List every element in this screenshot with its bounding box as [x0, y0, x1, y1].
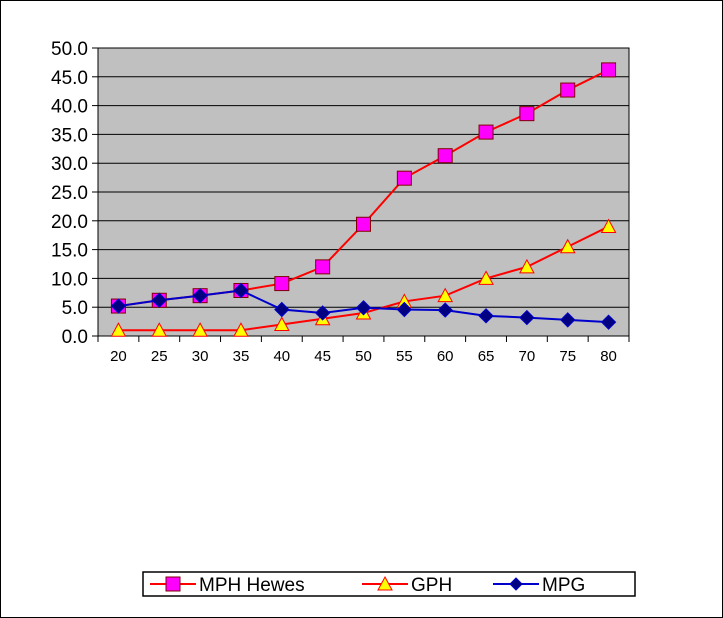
- x-tick-label: 35: [233, 348, 250, 365]
- point-mph-hewes: [519, 106, 535, 122]
- point-mpg: [233, 282, 249, 299]
- point-mpg: [519, 309, 535, 326]
- x-axis: 20 25 30 35 40 45 50 55 60 65 70 75 80: [97, 336, 630, 365]
- x-tick-label: 50: [355, 348, 372, 365]
- point-mpg: [110, 298, 127, 314]
- point-mph-hewes: [396, 170, 412, 186]
- legend-label-mpg: MPG: [542, 575, 585, 596]
- x-tick-label: 55: [396, 348, 413, 365]
- y-tick-label: 35.0: [51, 125, 88, 146]
- x-tick-label: 40: [273, 348, 290, 365]
- point-mpg: [600, 314, 617, 330]
- y-tick-label: 10.0: [51, 269, 88, 290]
- x-tick-label: 20: [110, 348, 127, 365]
- legend-label-gph: GPH: [411, 575, 452, 596]
- x-tick-label: 75: [559, 348, 576, 365]
- y-tick-label: 0.0: [62, 327, 88, 348]
- y-tick-label: 25.0: [51, 183, 88, 204]
- point-mpg: [151, 292, 167, 308]
- x-tick-label: 30: [192, 348, 209, 365]
- point-mpg: [192, 287, 208, 304]
- y-tick-label: 30.0: [51, 154, 88, 175]
- point-gph: [437, 287, 454, 303]
- point-gph: [110, 322, 127, 337]
- point-mpg: [355, 300, 372, 316]
- y-tick-label: 5.0: [62, 298, 88, 319]
- y-tick-label: 50.0: [51, 39, 88, 60]
- point-mph-hewes: [315, 259, 331, 275]
- x-tick-label: 65: [478, 348, 495, 365]
- y-tick-label: 45.0: [51, 68, 88, 89]
- y-tick-label: 15.0: [51, 241, 88, 262]
- point-mph-hewes: [560, 82, 576, 98]
- x-tick-label: 25: [151, 348, 168, 365]
- point-gph: [151, 322, 168, 337]
- point-mpg: [396, 301, 413, 318]
- point-mpg: [560, 312, 576, 328]
- point-mph-hewes: [478, 124, 494, 140]
- legend-label-mph-hewes: MPH Hewes: [199, 575, 305, 596]
- point-gph: [600, 218, 617, 234]
- x-tick-label: 60: [437, 348, 454, 365]
- point-mph-hewes: [274, 276, 290, 292]
- legend-marker-mph-hewes: [165, 576, 181, 592]
- legend-marker-mpg: [509, 577, 523, 591]
- point-mpg: [437, 302, 453, 318]
- x-tick-label: 45: [314, 348, 331, 365]
- y-axis: 0.0 5.0 10.0 15.0 20.0 25.0 30.0 35.0 40.0 45.0 50…: [51, 39, 98, 348]
- legend: MPH Hewes GPH MPG: [142, 571, 636, 597]
- point-mph-hewes: [601, 62, 617, 78]
- y-tick-label: 20.0: [51, 212, 88, 233]
- point-mph-hewes: [356, 216, 371, 232]
- point-mpg: [274, 301, 290, 318]
- point-gph: [273, 316, 290, 331]
- point-mph-hewes: [437, 148, 453, 164]
- x-tick-label: 80: [600, 348, 617, 365]
- point-gph: [519, 258, 535, 274]
- legend-marker-gph: [377, 575, 393, 591]
- point-mpg: [314, 305, 331, 321]
- point-mpg: [478, 308, 494, 324]
- y-tick-label: 40.0: [51, 97, 88, 118]
- series-layer: [110, 62, 617, 337]
- point-gph: [192, 322, 208, 337]
- point-gph: [559, 238, 576, 254]
- x-tick-label: 70: [519, 348, 536, 365]
- point-gph: [478, 270, 494, 285]
- point-gph: [233, 322, 249, 337]
